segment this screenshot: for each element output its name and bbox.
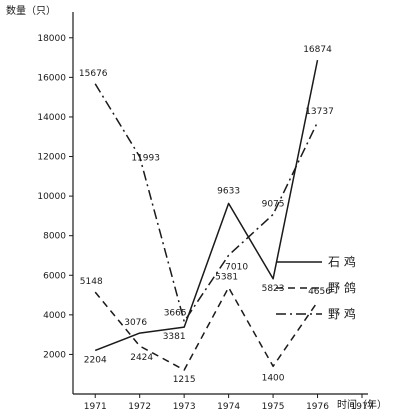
- data-label: 13737: [305, 107, 334, 117]
- data-label: 3665: [164, 308, 187, 318]
- x-tick-label: 1977: [351, 402, 374, 412]
- data-label: 1215: [173, 375, 196, 385]
- y-tick-label: 4000: [43, 311, 66, 321]
- x-ticks: 1971 1972 1973 1974 1975 1976 1977: [84, 394, 374, 412]
- x-tick-label: 1972: [128, 402, 151, 412]
- data-label: 4656: [308, 287, 331, 297]
- x-tick-label: 1975: [262, 402, 285, 412]
- data-labels: 2204 3076 3381 9633 5823 16874 5148 2424 1215 538…: [79, 45, 334, 385]
- y-tick-label: 8000: [43, 232, 66, 242]
- series-line-0: [94, 59, 319, 352]
- data-label: 3076: [124, 318, 147, 328]
- series-line-1: [94, 286, 319, 371]
- y-tick-label: 10000: [37, 192, 66, 202]
- data-label: 7010: [225, 262, 248, 272]
- data-label: 5148: [80, 277, 103, 287]
- x-axis-title: 时间（年）: [337, 398, 387, 411]
- data-label: 3381: [163, 332, 186, 342]
- data-label: 16874: [303, 45, 332, 55]
- legend-label-2: 野 鸡: [328, 306, 356, 321]
- y-tick-label: 14000: [37, 113, 66, 123]
- x-tick-label: 1973: [173, 402, 196, 412]
- data-label: 9075: [262, 199, 285, 209]
- y-tick-label: 2000: [43, 350, 66, 360]
- x-tick-label: 1971: [84, 402, 107, 412]
- data-label: 5381: [215, 273, 238, 283]
- x-tick-label: 1974: [217, 402, 240, 412]
- y-ticks: 2000 4000 6000 8000 10000 12000 14000 16000 1800…: [37, 34, 73, 360]
- legend-label-1: 野 鸽: [328, 280, 356, 295]
- data-label: 2204: [84, 355, 107, 365]
- data-label: 9633: [217, 186, 240, 196]
- y-axis-title: 数量（只）: [6, 4, 56, 17]
- data-label: 5823: [262, 284, 285, 294]
- data-label: 11993: [131, 154, 160, 164]
- y-tick-label: 6000: [43, 271, 66, 281]
- y-tick-label: 18000: [37, 34, 66, 44]
- data-label: 2424: [130, 353, 153, 363]
- legend-label-0: 石 鸡: [328, 254, 356, 269]
- y-tick-label: 16000: [37, 73, 66, 83]
- series-line-2: [94, 83, 319, 323]
- axes: [72, 12, 368, 395]
- y-tick-label: 12000: [37, 153, 66, 163]
- legend: 石 鸡野 鸽野 鸡: [276, 254, 356, 321]
- series-lines: [94, 59, 319, 371]
- x-tick-label: 1976: [306, 402, 329, 412]
- data-label: 1400: [262, 373, 285, 383]
- data-label: 15676: [79, 69, 108, 79]
